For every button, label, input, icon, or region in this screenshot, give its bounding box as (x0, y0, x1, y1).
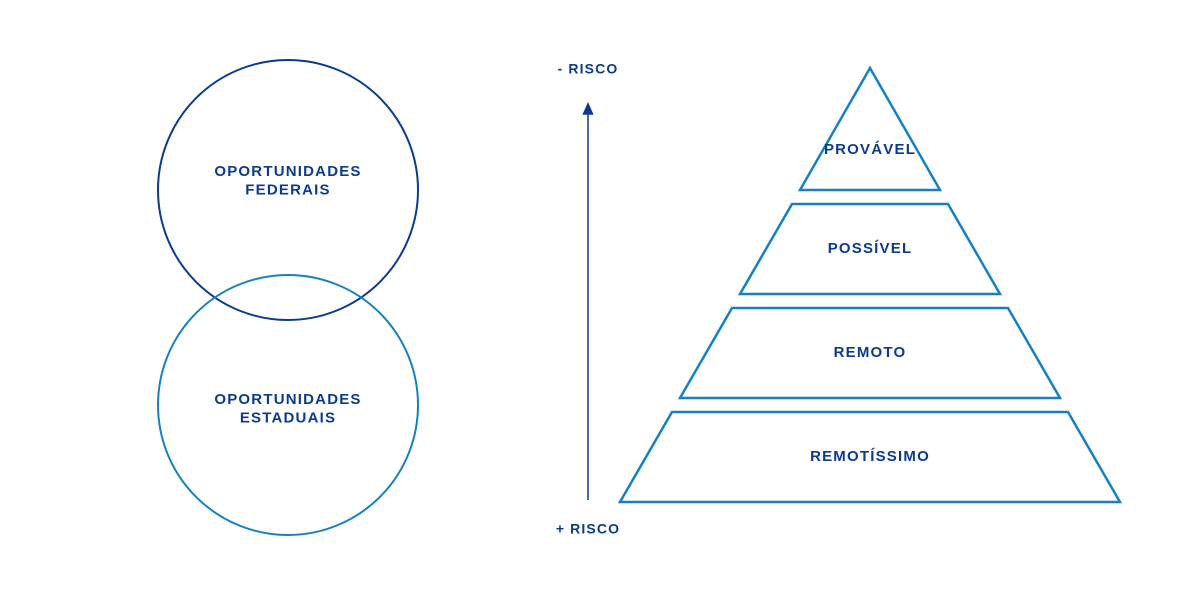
venn-label-federais-line1: OPORTUNIDADES (214, 163, 361, 180)
venn-label-federais-line2: FEDERAIS (245, 182, 330, 199)
risk-axis-label-bottom: + RISCO (556, 521, 620, 537)
pyramid-label-2: REMOTO (834, 344, 907, 361)
pyramid-label-0: PROVÁVEL (824, 141, 916, 158)
background (0, 0, 1200, 600)
pyramid-label-3: REMOTÍSSIMO (810, 448, 930, 465)
venn-label-estaduais-line1: OPORTUNIDADES (214, 391, 361, 408)
risk-axis-label-top: - RISCO (558, 61, 619, 77)
venn-label-estaduais-line2: ESTADUAIS (240, 410, 336, 427)
pyramid-label-1: POSSÍVEL (828, 240, 913, 257)
